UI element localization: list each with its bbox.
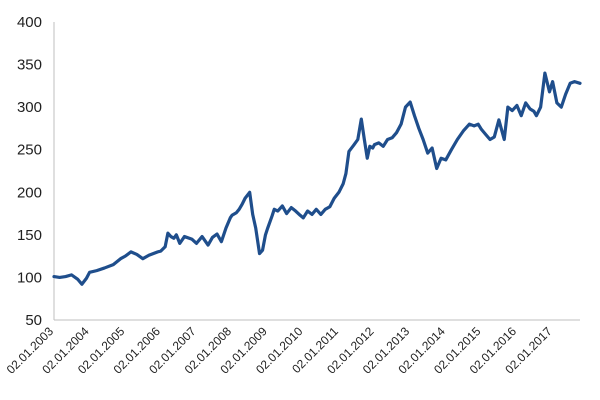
y-tick-label: 350 bbox=[17, 57, 42, 74]
y-tick-label: 400 bbox=[17, 14, 42, 31]
y-tick-label: 200 bbox=[17, 184, 42, 201]
y-axis: 50 100 150 200 250 300 350 400 bbox=[17, 14, 55, 329]
y-tick-label: 100 bbox=[17, 269, 42, 286]
series-line bbox=[52, 71, 582, 286]
y-tick-label: 300 bbox=[17, 99, 42, 116]
y-tick-label: 50 bbox=[25, 312, 42, 329]
y-tick-label: 250 bbox=[17, 142, 42, 159]
y-tick-label: 150 bbox=[17, 227, 42, 244]
x-axis: 02.01.200302.01.200402.01.200502.01.2006… bbox=[4, 319, 580, 377]
series-layer bbox=[52, 71, 582, 286]
